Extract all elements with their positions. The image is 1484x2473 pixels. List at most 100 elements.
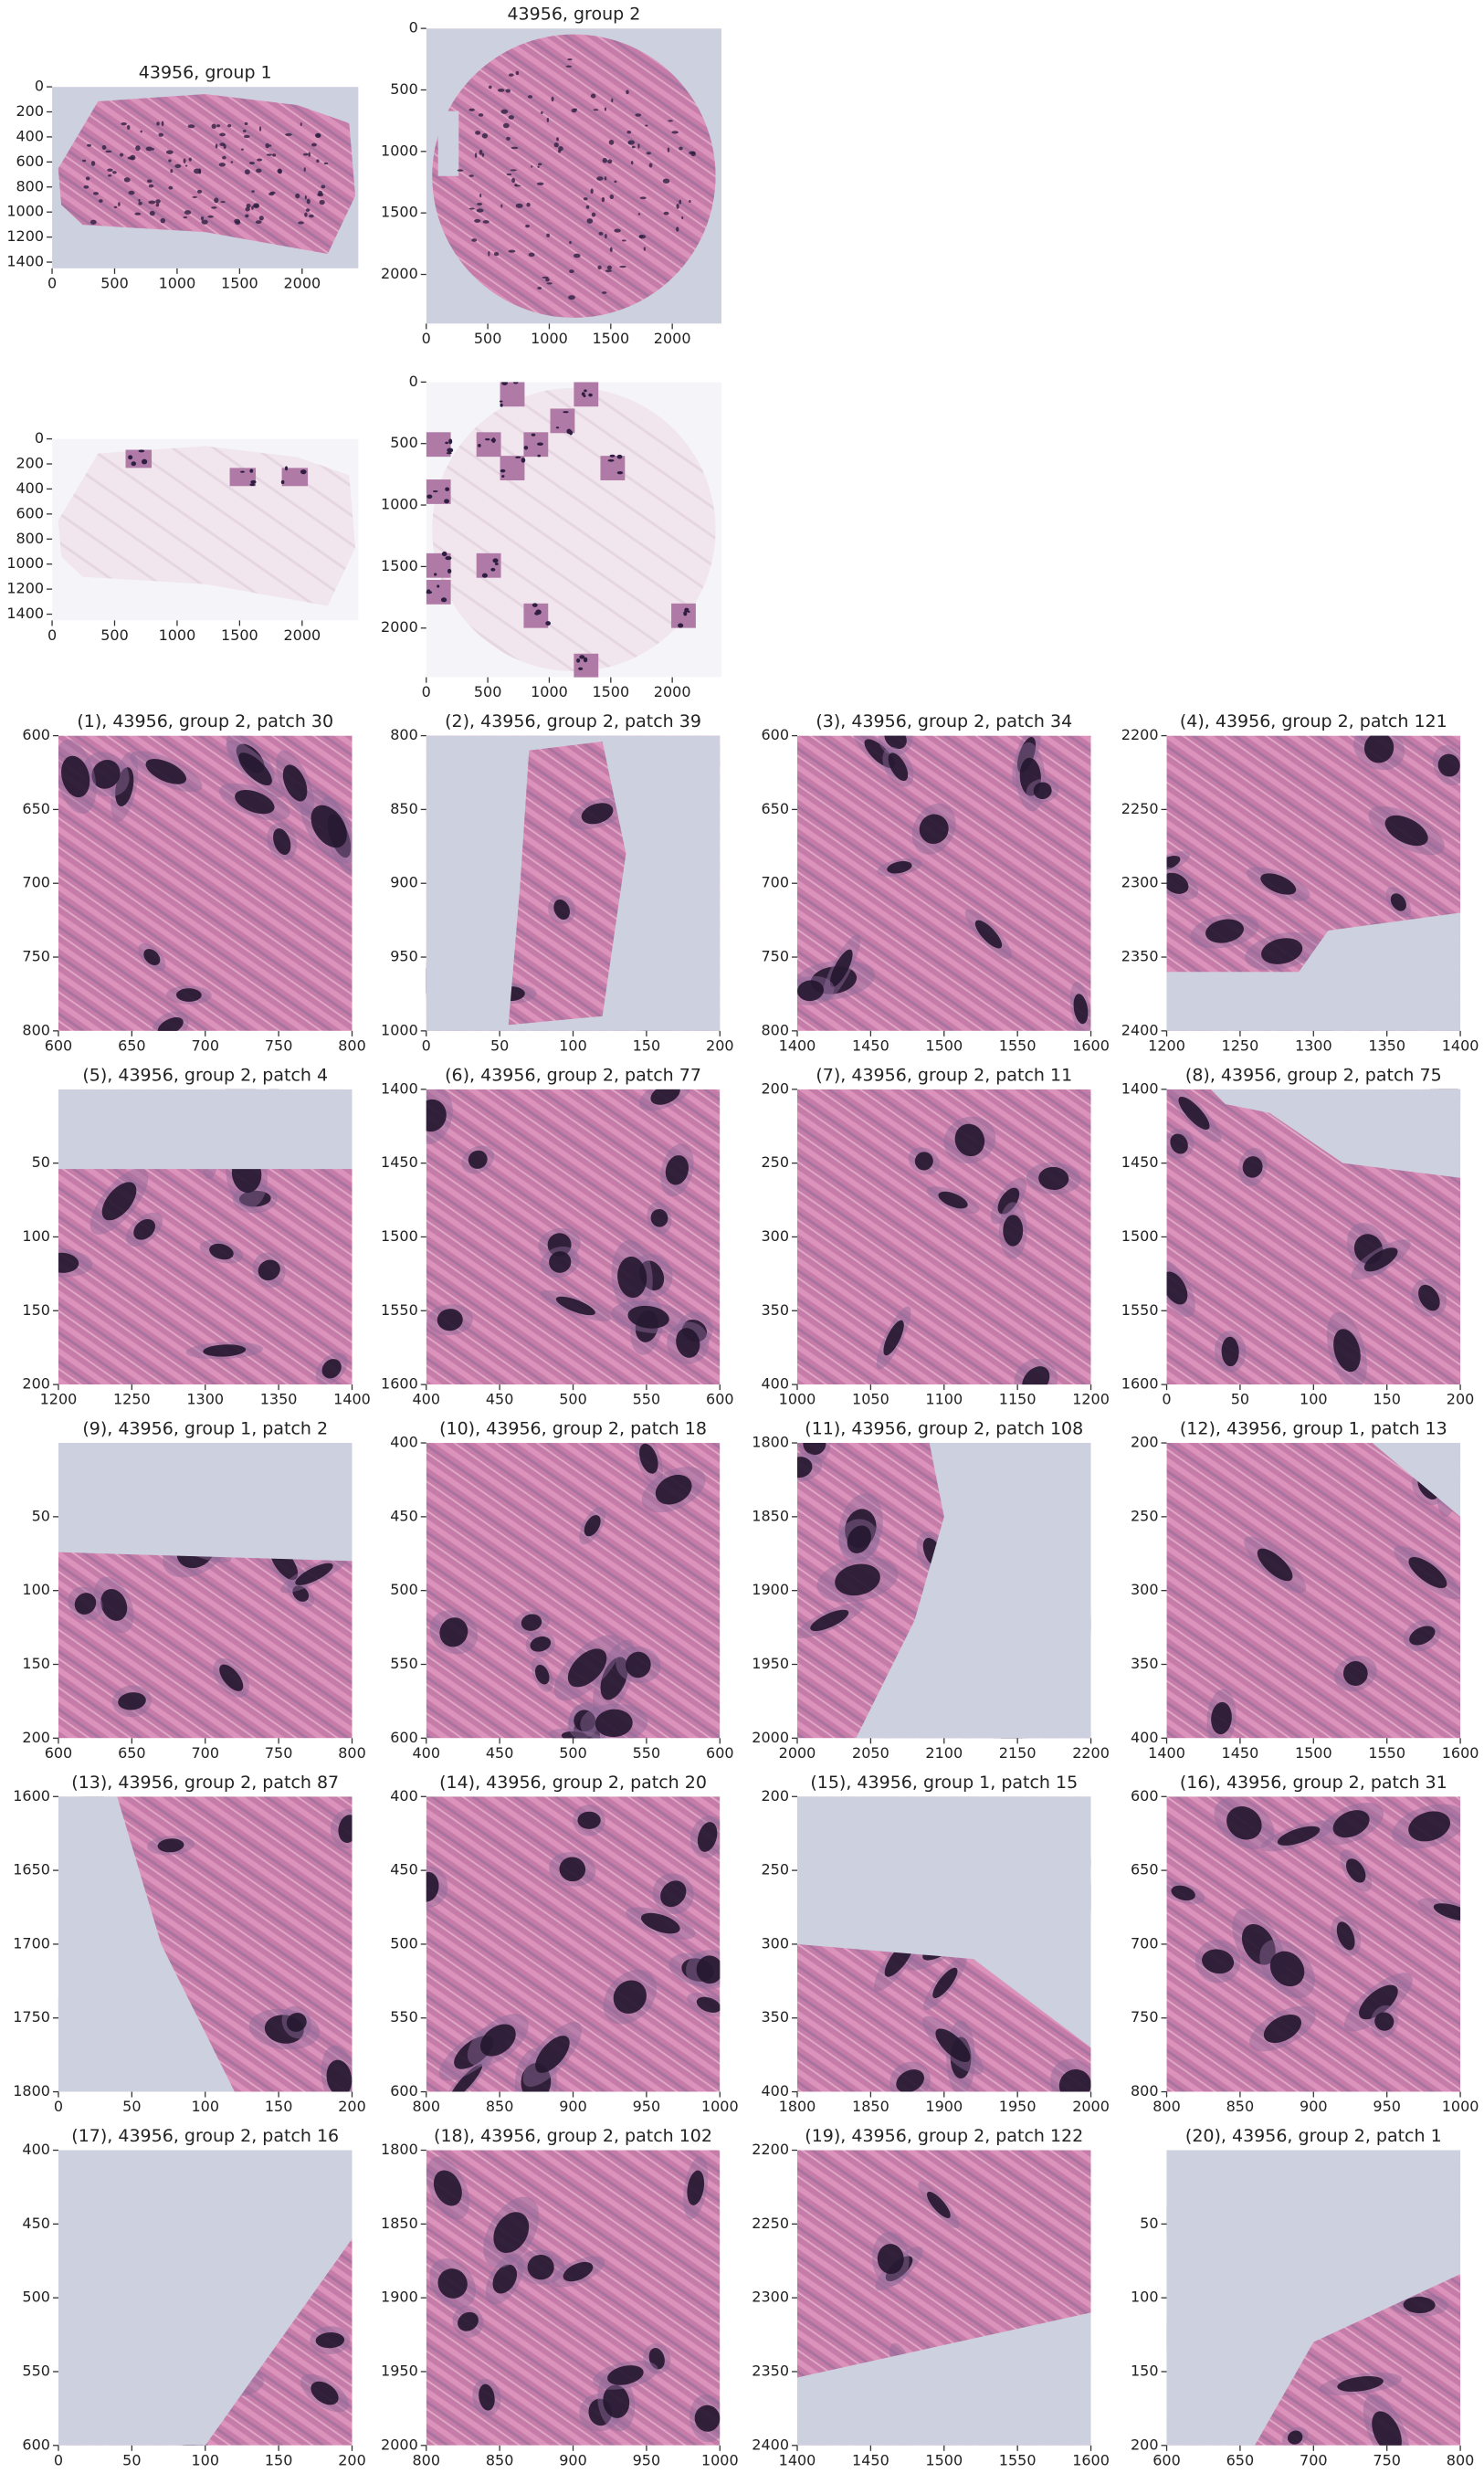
nucleus (608, 139, 615, 145)
y-tick-label: 350 (761, 1301, 789, 1319)
y-tick-label: 2000 (381, 618, 418, 636)
x-tick-label: 0 (54, 2451, 63, 2468)
nucleus (211, 123, 216, 130)
y-tick-label: 1000 (381, 142, 418, 159)
x-tick-label: 2000 (654, 683, 691, 700)
y-tick-label: 300 (761, 1934, 789, 1952)
nucleus (478, 113, 484, 117)
y-tick-label: 0 (409, 19, 418, 37)
nucleus (61, 755, 90, 798)
x-tick-label: 450 (486, 1391, 514, 1408)
nucleus (935, 2028, 971, 2063)
nucleus (1359, 1984, 1398, 2020)
nucleus (285, 132, 292, 136)
nucleus (321, 1359, 342, 1379)
nucleus (258, 126, 262, 132)
x-tick-label: 1200 (40, 1391, 78, 1408)
nucleus (115, 767, 134, 807)
image (58, 1796, 353, 2092)
nucleus (471, 238, 478, 242)
nucleus (506, 173, 512, 176)
nucleus (242, 129, 247, 133)
nucleus (192, 195, 197, 198)
nucleus (140, 130, 142, 133)
nucleus (105, 150, 112, 153)
nucleus (687, 610, 690, 613)
x-tick-label: 800 (412, 2098, 440, 2115)
y-tick-label: 1550 (1121, 1301, 1159, 1319)
nucleus (585, 205, 590, 209)
y-tick-label: 2200 (752, 2141, 789, 2158)
nucleus (697, 1822, 718, 1852)
x-tick-label: 1000 (531, 683, 568, 700)
nucleus (1260, 873, 1297, 895)
y-tick-label: 400 (22, 2141, 50, 2158)
image (1166, 2150, 1461, 2446)
nucleus (637, 143, 640, 149)
nucleus (525, 224, 531, 228)
nucleus (619, 265, 626, 268)
nucleus (426, 494, 433, 499)
x-tick-label: 150 (265, 2098, 293, 2115)
nucleus (499, 400, 503, 403)
y-tick-label: 2350 (752, 2362, 789, 2379)
x-tick-label: 50 (490, 1037, 509, 1054)
nucleus (598, 231, 604, 236)
nucleus (493, 251, 500, 257)
x-tick-label: 1000 (779, 1391, 816, 1408)
x-tick-label: 1350 (1368, 1037, 1405, 1054)
nucleus (546, 282, 553, 285)
nucleus (584, 389, 587, 393)
nucleus (298, 221, 304, 225)
nucleus (107, 168, 113, 173)
x-tick-label: 1800 (779, 2098, 816, 2115)
nucleus (321, 184, 326, 189)
nucleus (614, 228, 621, 233)
nucleus (265, 142, 270, 149)
nucleus (938, 1191, 968, 1209)
nucleus (479, 2384, 495, 2411)
nucleus (1166, 872, 1189, 894)
nucleus (481, 132, 489, 139)
y-tick-label: 2400 (752, 2436, 789, 2453)
x-tick-label: 100 (191, 2098, 219, 2115)
nucleus (161, 121, 164, 127)
nucleus (107, 174, 112, 177)
y-tick-label: 700 (1131, 1934, 1159, 1952)
nucleus (193, 168, 201, 174)
y-tick-label: 1500 (1121, 1227, 1159, 1245)
panel: (17), 43956, group 2, patch 16 0 50 100 150 2… (22, 2126, 365, 2468)
nucleus (600, 1657, 628, 1700)
nucleus (157, 1838, 184, 1853)
nucleus (526, 202, 531, 207)
nucleus (183, 216, 188, 219)
nucleus (138, 198, 141, 203)
x-tick-label: 1000 (1442, 2098, 1479, 2115)
nucleus (244, 121, 248, 126)
panel: (11), 43956, group 2, patch 108 2000 2050 2… (752, 1419, 1110, 1762)
nucleus (449, 2064, 483, 2092)
nucleus (255, 220, 262, 225)
nucleus (1170, 1133, 1188, 1154)
nucleus (583, 657, 588, 663)
nucleus (477, 202, 483, 205)
y-tick-label: 800 (761, 1021, 789, 1038)
nucleus (317, 193, 324, 197)
nucleus (157, 1016, 184, 1031)
nucleus (249, 468, 254, 473)
nucleus (1166, 1271, 1188, 1305)
nucleus (530, 1636, 552, 1652)
nucleus (549, 1251, 572, 1273)
nucleus (1022, 1366, 1050, 1385)
y-tick-label: 50 (32, 1153, 50, 1171)
nucleus (484, 437, 490, 441)
nucleus (101, 1182, 137, 1221)
x-tick-label: 400 (412, 1391, 440, 1408)
patch-highlight (600, 456, 626, 481)
nucleus (91, 759, 121, 789)
x-tick-label: 800 (338, 1037, 366, 1054)
nucleus (311, 142, 317, 147)
nucleus (553, 899, 570, 920)
nucleus (696, 1996, 721, 2013)
nucleus (601, 196, 605, 203)
